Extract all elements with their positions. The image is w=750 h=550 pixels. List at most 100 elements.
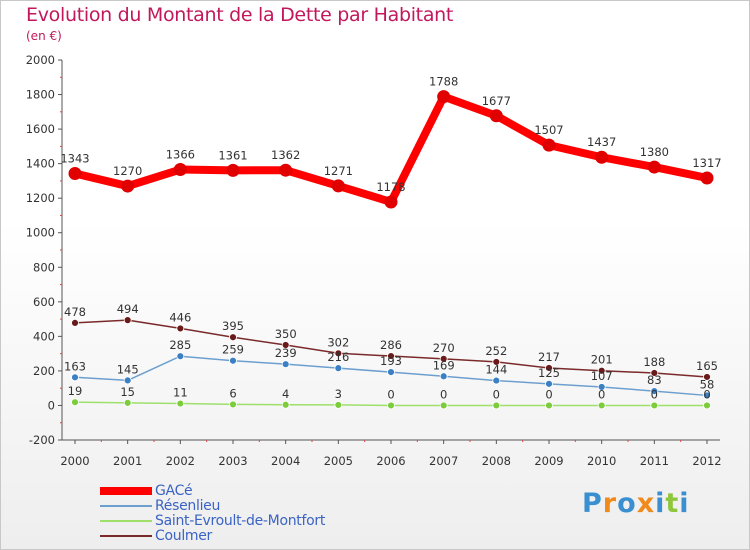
- data-point: [387, 352, 395, 360]
- chart-legend: GACé Résenlieu Saint-Evroult-de-Montfort Co…: [100, 484, 325, 544]
- data-label: 1507: [534, 123, 563, 137]
- data-label: 3: [335, 387, 342, 401]
- logo-letter: o: [617, 488, 637, 519]
- legend-swatch: [100, 487, 152, 495]
- data-label: 0: [703, 387, 710, 401]
- data-label: 1271: [324, 164, 353, 178]
- data-point: [68, 166, 82, 180]
- data-label: 6: [229, 386, 236, 400]
- data-point: [123, 398, 132, 407]
- data-point: [595, 150, 609, 164]
- data-label: 19: [68, 384, 83, 398]
- data-label: 1677: [482, 94, 511, 108]
- y-tick-label: 800: [33, 260, 55, 274]
- data-label: 0: [387, 387, 394, 401]
- data-label: 285: [169, 338, 191, 352]
- data-point: [542, 138, 556, 152]
- data-point: [71, 398, 79, 407]
- logo-letter: i: [679, 488, 690, 519]
- data-point: [492, 401, 501, 410]
- data-label: 0: [493, 387, 500, 401]
- x-tick-label: 2008: [482, 454, 511, 468]
- data-label: 494: [117, 302, 139, 316]
- data-point: [387, 401, 395, 410]
- data-label: 1343: [60, 151, 89, 165]
- logo-letter: x: [636, 488, 656, 519]
- data-point: [650, 401, 659, 410]
- data-label: 1178: [376, 180, 405, 194]
- data-point: [281, 400, 290, 409]
- data-point: [71, 373, 79, 382]
- x-tick-label: 2005: [324, 454, 353, 468]
- y-tick-label: 400: [33, 329, 55, 343]
- y-tick-label: 1600: [26, 122, 55, 136]
- data-label: 217: [538, 350, 560, 364]
- data-point: [229, 400, 237, 409]
- legend-label: Saint-Evroult-de-Montfort: [155, 513, 326, 529]
- data-label: 169: [433, 358, 455, 372]
- x-tick-label: 2009: [534, 454, 563, 468]
- data-label: 163: [64, 359, 86, 373]
- data-point: [176, 399, 185, 408]
- data-point: [229, 333, 237, 342]
- data-point: [492, 376, 501, 385]
- x-tick-label: 2001: [113, 454, 142, 468]
- legend-label: Résenlieu: [155, 498, 221, 514]
- legend-swatch: [100, 520, 152, 522]
- data-point: [597, 401, 606, 410]
- legend-label: GACé: [155, 483, 193, 499]
- chart-subtitle: (en €): [26, 29, 62, 43]
- data-label: 0: [545, 387, 552, 401]
- data-label: 4: [282, 387, 289, 401]
- legend-item: Saint-Evroult-de-Montfort: [100, 514, 325, 529]
- x-tick-label: 2002: [166, 454, 195, 468]
- legend-item: Résenlieu: [100, 499, 325, 514]
- data-label: 1361: [218, 148, 247, 162]
- data-label: 193: [380, 354, 402, 368]
- logo-letter: i: [655, 488, 666, 519]
- data-label: 188: [643, 355, 665, 369]
- data-point: [650, 387, 659, 396]
- legend-swatch: [100, 535, 152, 537]
- data-point: [700, 171, 714, 185]
- data-label: 165: [696, 359, 718, 373]
- data-point: [703, 401, 711, 410]
- data-label: 1270: [113, 164, 142, 178]
- data-label: 0: [598, 387, 605, 401]
- line-chart: -200020040060080010001200140016001800200…: [26, 53, 722, 468]
- y-tick-label: 200: [33, 364, 55, 378]
- data-point: [545, 401, 553, 410]
- data-point: [545, 364, 553, 372]
- y-tick-label: 600: [33, 295, 55, 309]
- proxiti-logo: Proxiti: [582, 488, 690, 519]
- data-point: [331, 179, 345, 193]
- data-label: 239: [275, 346, 297, 360]
- data-point: [123, 316, 132, 325]
- data-label: 302: [327, 335, 349, 349]
- legend-item: Coulmer: [100, 529, 325, 544]
- data-label: 1362: [271, 148, 300, 162]
- data-label: 144: [485, 363, 507, 377]
- data-point: [229, 356, 237, 365]
- x-tick-label: 2007: [429, 454, 458, 468]
- x-tick-label: 2012: [692, 454, 721, 468]
- data-label: 83: [647, 373, 662, 387]
- data-point: [226, 163, 240, 177]
- x-tick-label: 2006: [376, 454, 405, 468]
- data-point: [703, 373, 711, 381]
- data-point: [650, 369, 659, 377]
- data-label: 1437: [587, 135, 616, 149]
- data-point: [439, 401, 448, 410]
- data-point: [439, 354, 448, 363]
- data-label: 11: [173, 386, 188, 400]
- data-label: 125: [538, 366, 560, 380]
- data-label: 201: [591, 353, 613, 367]
- x-tick-label: 2003: [218, 454, 247, 468]
- data-label: 107: [591, 369, 613, 383]
- data-label: 286: [380, 338, 402, 352]
- data-label: 478: [64, 305, 86, 319]
- data-point: [387, 368, 395, 377]
- y-tick-label: 1800: [26, 88, 55, 102]
- data-point: [176, 324, 185, 333]
- data-point: [334, 401, 343, 409]
